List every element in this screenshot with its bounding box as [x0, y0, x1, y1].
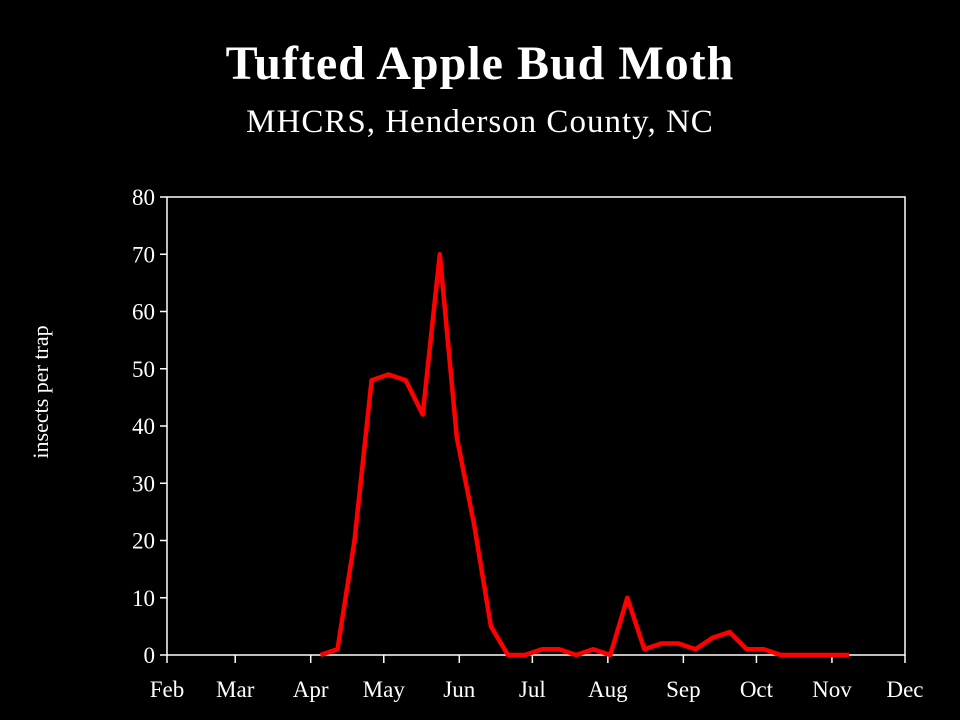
x-tick-label: Nov: [812, 677, 852, 702]
series-line: [319, 252, 849, 658]
y-tick-label: 70: [132, 242, 155, 267]
y-tick-label: 60: [132, 300, 155, 325]
chart-subtitle: MHCRS, Henderson County, NC: [246, 104, 714, 140]
x-tick-label: Oct: [740, 677, 774, 702]
chart-title: Tufted Apple Bud Moth: [225, 37, 735, 90]
y-tick-label: 10: [132, 586, 155, 611]
x-tick-label: Mar: [216, 677, 255, 702]
x-tick-label: Feb: [150, 677, 185, 702]
y-tick-label: 40: [132, 414, 155, 439]
y-tick-label: 30: [132, 471, 155, 496]
y-tick-label: 80: [132, 185, 155, 210]
x-tick-label: Jul: [519, 677, 546, 702]
x-tick-label: Jun: [443, 677, 475, 702]
y-tick-label: 20: [132, 529, 155, 554]
x-tick-label: Sep: [666, 677, 701, 702]
x-tick-label: Apr: [293, 677, 329, 702]
y-axis-label: insects per trap: [28, 325, 53, 458]
x-tick-label: Aug: [588, 677, 628, 702]
y-tick-label: 50: [132, 357, 155, 382]
x-tick-label: Dec: [886, 677, 923, 702]
x-tick-label: May: [363, 677, 406, 702]
y-tick-label: 0: [144, 643, 156, 668]
plot-area-frame: [166, 196, 906, 656]
